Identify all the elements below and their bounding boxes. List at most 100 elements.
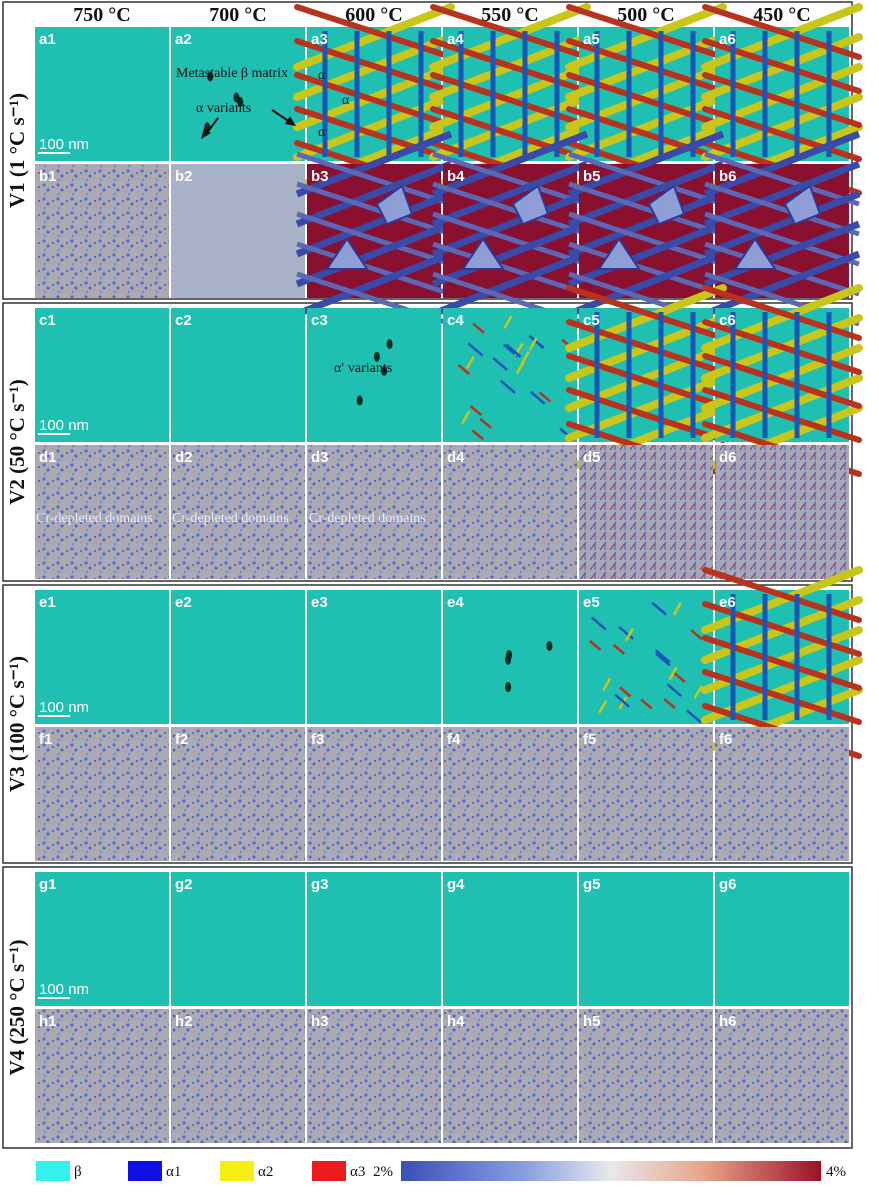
alpha-nucleus (529, 390, 546, 405)
composition-map (171, 164, 305, 298)
alpha-nucleus (618, 626, 634, 640)
depleted-band (568, 181, 724, 237)
arrow-head-icon (285, 116, 296, 126)
composition-map (171, 727, 305, 861)
depleted-band (296, 181, 452, 237)
depleted-band (567, 160, 725, 228)
panel-label: e4 (447, 594, 464, 611)
phase-panel: g2 (171, 872, 305, 1006)
alpha-prime-nucleus (386, 339, 393, 350)
composition-panel: b3 (295, 130, 453, 327)
legend-label: β (74, 1164, 82, 1180)
panel-label: b1 (39, 168, 57, 185)
alpha-nucleus (663, 698, 676, 710)
alpha-prime-nucleus (233, 92, 240, 103)
alpha-nucleus (690, 629, 703, 641)
panel-label: a5 (583, 31, 600, 48)
colorbar-min-label: 2% (373, 1164, 393, 1180)
composition-map (443, 1009, 577, 1143)
arrow-head-icon (201, 128, 211, 139)
panel-label: f2 (175, 731, 188, 748)
panel-label: e3 (311, 594, 328, 611)
beta-pocket (325, 237, 369, 270)
alpha3-lath (566, 4, 726, 60)
panel-label: d3 (311, 449, 329, 466)
depleted-band (431, 160, 589, 228)
group-label: V2 (50 °C s⁻¹) (5, 379, 29, 505)
composition-panel: f1 (35, 727, 169, 861)
depleted-band (568, 151, 724, 207)
panel-label: b3 (311, 168, 329, 185)
panel-label: f5 (583, 731, 596, 748)
legend-label: α3 (350, 1164, 365, 1180)
depleted-band (296, 151, 452, 207)
panel-label: f1 (39, 731, 52, 748)
panel-label: g3 (311, 876, 329, 893)
composition-panel: b2 (171, 164, 305, 298)
alpha-nucleus (619, 686, 632, 698)
annotation-alpha-3: α (318, 125, 326, 140)
phase-panel: c5 (565, 284, 727, 477)
depleted-band (431, 190, 589, 258)
beta-matrix (35, 590, 169, 724)
panel-label: d2 (175, 449, 193, 466)
beta-matrix (171, 590, 305, 724)
annotation-alpha-prime-variants: α′ variants (334, 361, 392, 376)
depleted-band (704, 151, 860, 207)
composition-map (443, 445, 577, 579)
alpha-nucleus (588, 640, 602, 651)
composition-map (35, 1009, 169, 1143)
phase-panel: g4 (443, 872, 577, 1006)
beta-matrix (307, 308, 441, 442)
phase-panel: c4 (443, 308, 577, 442)
panel-label: g2 (175, 876, 193, 893)
composition-panel: d4 (443, 445, 577, 579)
alpha-prime-nucleus (356, 395, 363, 406)
alpha-prime-nucleus (505, 682, 512, 693)
depleted-band (431, 130, 589, 198)
depleted-band (568, 211, 724, 267)
composition-map (715, 445, 849, 579)
panel-label: d1 (39, 449, 57, 466)
panel-label: f4 (447, 731, 461, 748)
depleted-band (296, 211, 452, 267)
panel-label: e5 (583, 594, 600, 611)
panel-label: a1 (39, 31, 56, 48)
annotation-cr-depleted-1: Cr-depleted domains (36, 511, 153, 526)
alpha-nucleus (469, 405, 483, 417)
panel-label: h2 (175, 1013, 193, 1030)
panel-label: c2 (175, 312, 192, 329)
composition-panel: f2 (171, 727, 305, 861)
alpha-nucleus (614, 693, 631, 708)
group-label: V1 (1 °C s⁻¹) (5, 93, 29, 208)
arrow-icon (271, 109, 291, 123)
panel-label: e1 (39, 594, 56, 611)
alpha-nucleus (499, 379, 516, 394)
beta-pocket (647, 184, 686, 226)
group-frame (2, 866, 853, 1149)
legend-swatch (220, 1161, 254, 1181)
alpha-nucleus (602, 677, 612, 692)
panel-label: e2 (175, 594, 192, 611)
panel-label: h4 (447, 1013, 465, 1030)
alpha-nucleus (467, 342, 484, 357)
alpha-prime-nucleus (546, 640, 553, 651)
beta-matrix (579, 590, 713, 724)
composition-panel: b5 (567, 130, 725, 327)
panel-label: b5 (583, 168, 601, 185)
group-frame (2, 1, 853, 300)
annotation-alpha-variants: α variants (196, 101, 251, 116)
phase-panel: e3 (307, 590, 441, 724)
depleted-band (704, 181, 860, 237)
alpha-nucleus (538, 391, 552, 403)
panel-label: a3 (311, 31, 328, 48)
panel-label: d4 (447, 449, 465, 466)
composition-panel: f5 (579, 727, 713, 861)
composition-map (35, 164, 169, 298)
group-frames: V1 (1 °C s⁻¹) V2 (50 °C s⁻¹) V3 (100 °C s⁻… (2, 1, 853, 1149)
alpha-nucleus (612, 643, 626, 655)
composition-map (307, 1009, 441, 1143)
depleted-band (432, 181, 588, 237)
beta-pocket (375, 184, 414, 226)
beta-matrix (307, 590, 441, 724)
